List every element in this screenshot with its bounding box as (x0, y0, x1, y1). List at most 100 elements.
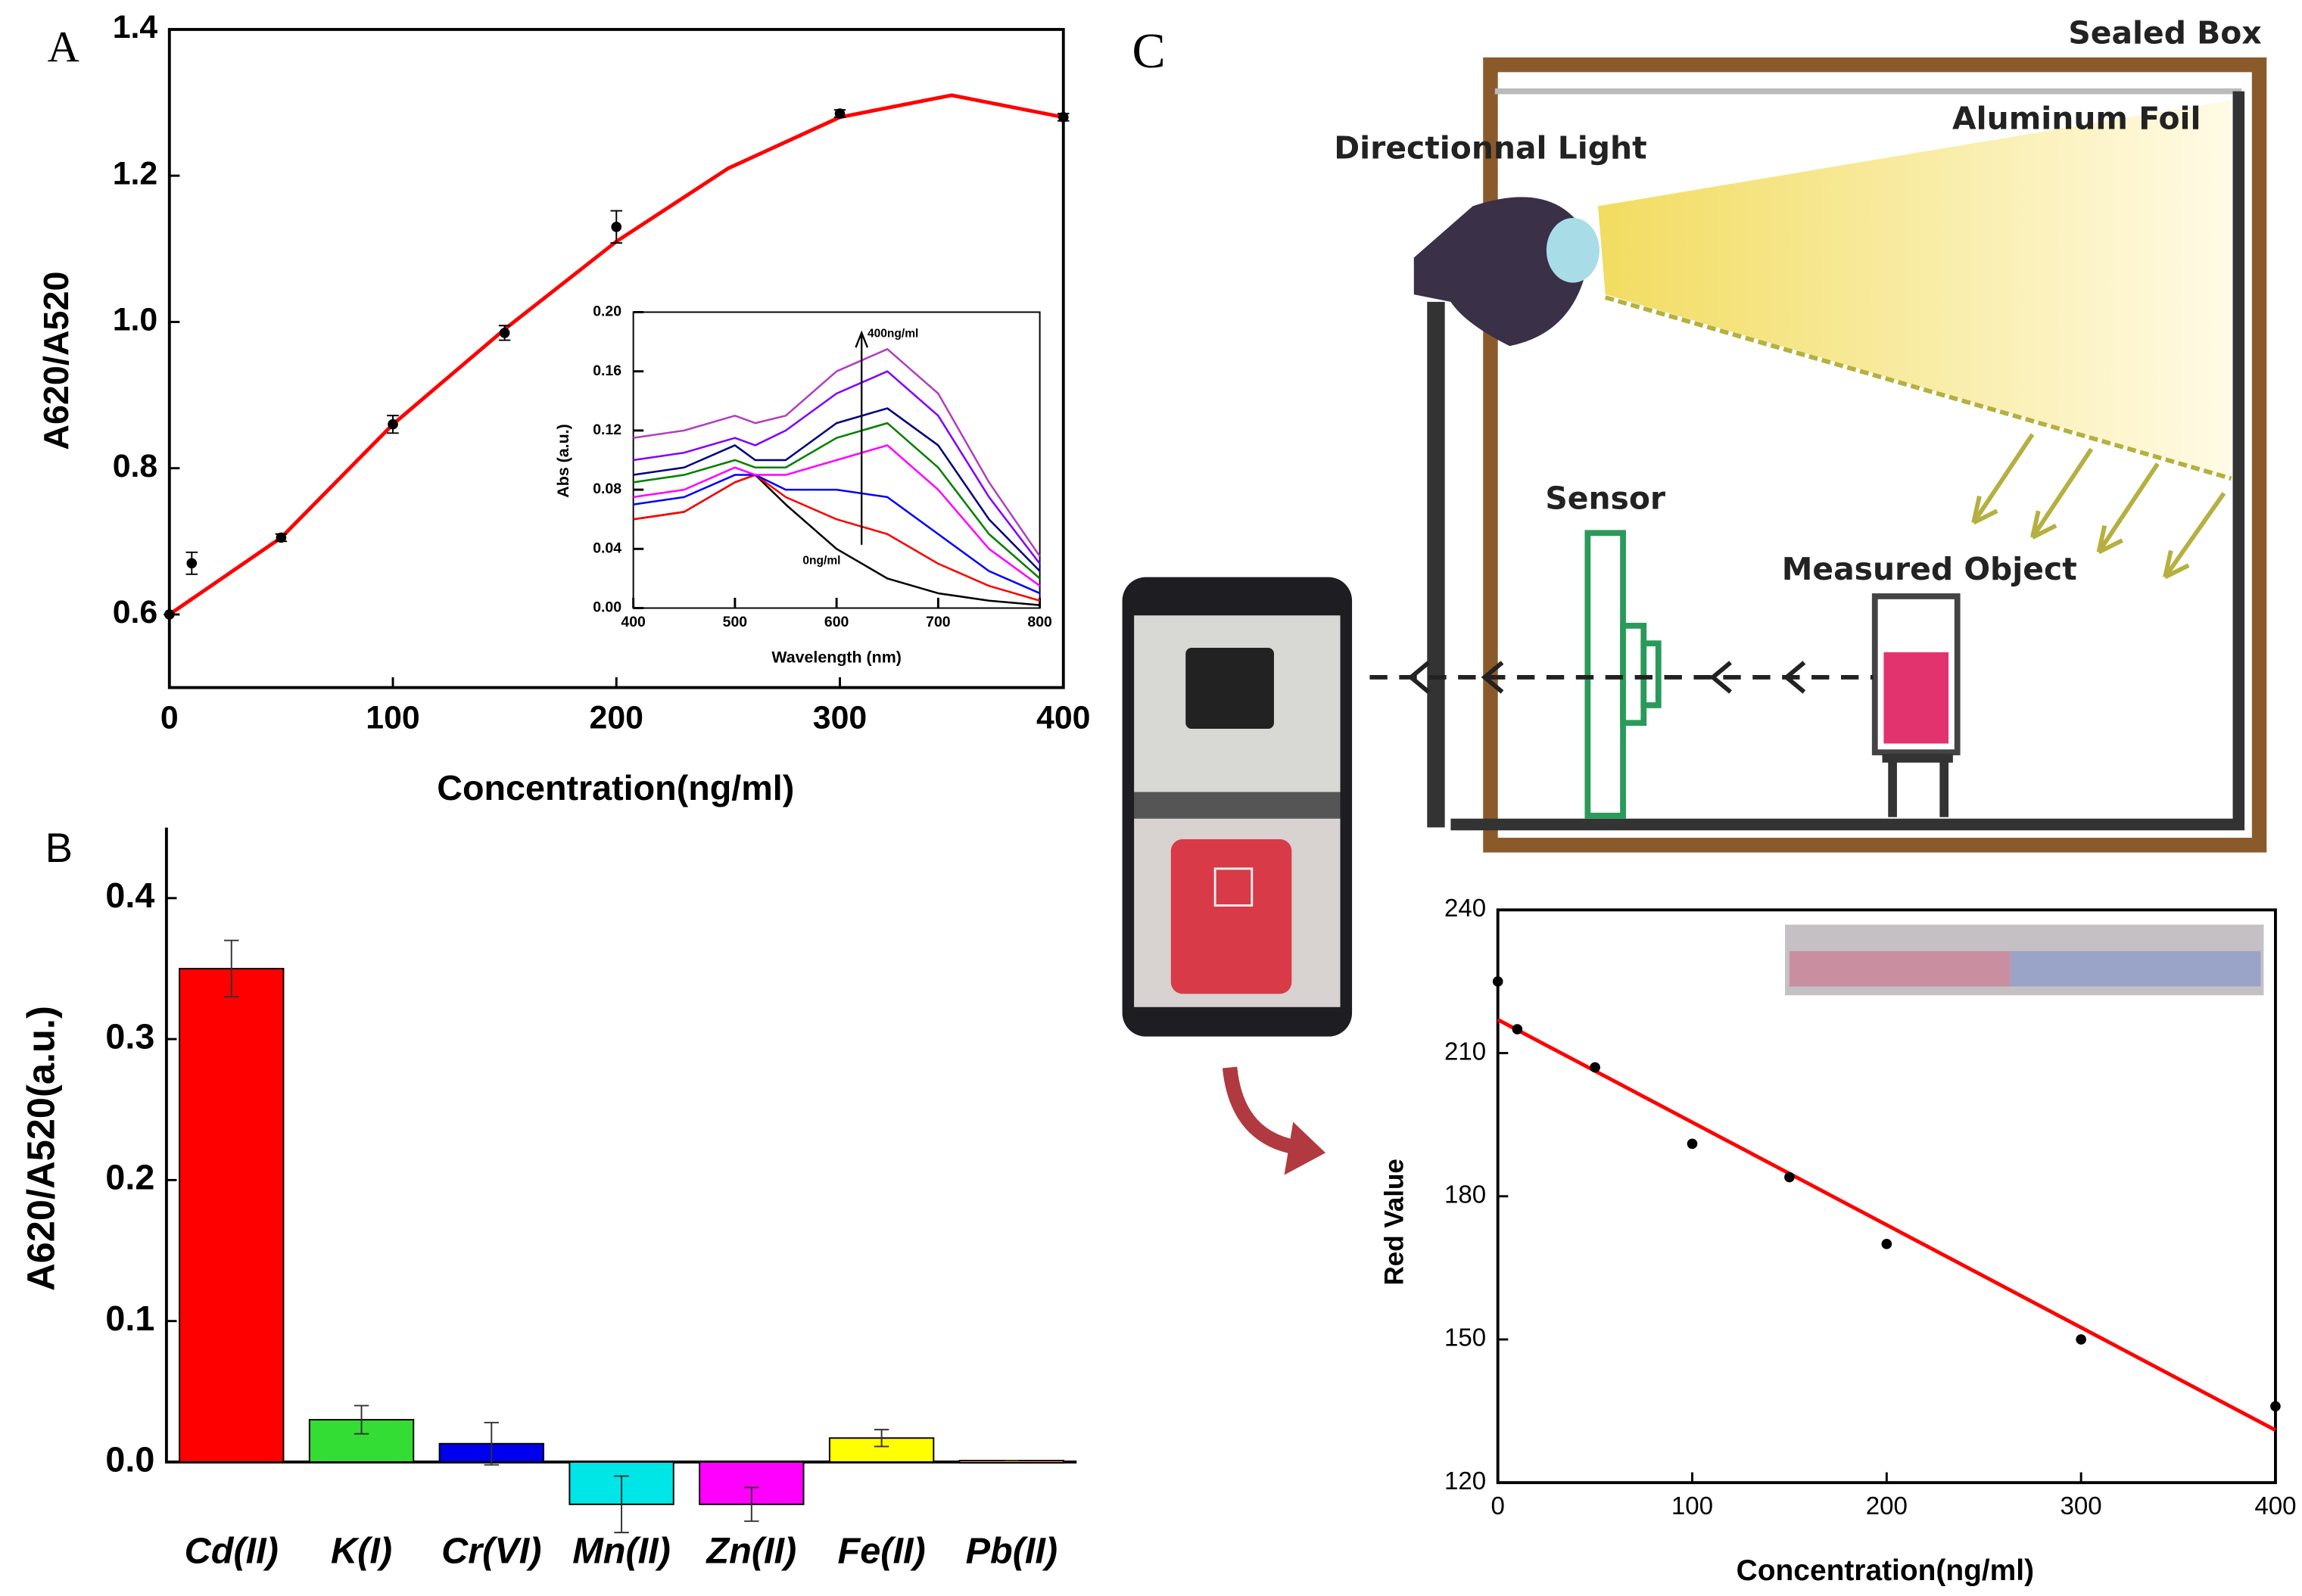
axes (164, 827, 1077, 1464)
axis-label: A620/A520 (36, 272, 76, 450)
data-point (1881, 1239, 1892, 1249)
axis-label: A (48, 22, 79, 71)
strip-red (1789, 950, 2011, 987)
x-tick-label: 100 (1671, 1492, 1713, 1520)
axis-label: Wavelength (nm) (771, 648, 902, 666)
annotation: 400ng/ml (868, 328, 918, 341)
spectrum-line (633, 474, 1040, 602)
x-tick-label: 400 (621, 614, 646, 630)
x-tick-label: 600 (824, 614, 849, 630)
data-point (499, 328, 510, 338)
light-arrows (1971, 433, 2226, 580)
x-tick-label: 0 (160, 700, 179, 736)
data-point (2076, 1334, 2086, 1345)
error-bar (224, 939, 239, 998)
spectrum-line (633, 422, 1041, 580)
error-bar (614, 1475, 629, 1534)
data-point (1590, 1062, 1600, 1073)
data-point (1512, 1024, 1523, 1034)
light-beam (1597, 100, 2232, 479)
data-point (834, 108, 846, 119)
x-tick-label: K(I) (331, 1530, 392, 1571)
roi-box (1213, 867, 1254, 907)
vial-liquid (1883, 652, 1949, 744)
x-tick-label: Cd(II) (185, 1530, 279, 1571)
y-tick-label: 180 (1444, 1181, 1486, 1209)
data-point (611, 222, 622, 232)
diagram: C Sealed Box Aluminum Foil Directionnal … (1122, 15, 2267, 1175)
sensor-lens (1620, 622, 1647, 726)
y-tick-label: 0.2 (105, 1158, 154, 1197)
box-wall (1483, 57, 2267, 853)
y-tick-label: 0.4 (105, 876, 154, 915)
axis-label: Concentration(ng/ml) (437, 768, 794, 807)
axis-label: Concentration(ng/ml) (1737, 1554, 2034, 1587)
x-tick-label: 400 (2254, 1492, 2296, 1520)
diagram-label: Sealed Box (2068, 15, 2261, 51)
y-tick-label: 240 (1444, 894, 1486, 922)
error-bar (874, 1429, 889, 1448)
lamp-bulb (1546, 217, 1600, 283)
y-tick-label: 150 (1444, 1324, 1486, 1352)
plot-frame (1496, 908, 2277, 1485)
y-tick-label: 0.6 (113, 594, 158, 630)
sensor (1584, 530, 1626, 819)
y-tick-label: 0.00 (593, 599, 621, 616)
lamp (1413, 197, 1591, 347)
data-point (1687, 1138, 1698, 1150)
x-tick-label: 800 (1027, 614, 1052, 630)
spectrum-line (633, 444, 1041, 587)
phone-vial (1170, 838, 1292, 994)
y-tick-label: 0.12 (593, 422, 621, 438)
x-tick-label: 100 (366, 700, 419, 736)
y-tick-label: 0.1 (105, 1299, 154, 1338)
sensor-tip (1640, 640, 1662, 708)
data-point (1492, 976, 1503, 987)
axis-label: Abs (a.u.) (554, 424, 572, 497)
y-tick-label: 1.0 (113, 302, 158, 338)
spectrum-line (633, 407, 1041, 572)
axis-label: B (45, 825, 73, 871)
data-point (2270, 1401, 2281, 1412)
annotation: 0ng/ml (802, 554, 840, 567)
axis-label: Red Value (1380, 1159, 1410, 1285)
y-tick-label: 0.08 (593, 481, 621, 497)
data-point (1784, 1171, 1795, 1183)
y-tick-label: 0.20 (593, 303, 621, 320)
curved-arrow (1222, 1066, 1305, 1156)
y-tick-label: 120 (1444, 1467, 1486, 1495)
y-tick-label: 1.4 (113, 9, 158, 45)
y-tick-label: 0.16 (593, 362, 621, 379)
x-tick-label: 300 (2061, 1492, 2102, 1520)
y-tick-label: 0.04 (593, 540, 621, 556)
x-tick-label: Cr(VI) (441, 1530, 541, 1571)
spectrum-line (633, 474, 1041, 595)
data-point (1058, 112, 1069, 123)
data-point (186, 558, 198, 569)
diagram-label: Aluminum Foil (1952, 101, 2201, 137)
x-tick-label: Fe(II) (838, 1530, 926, 1571)
x-tick-label: Pb(II) (966, 1530, 1058, 1571)
strip-blue (2010, 950, 2261, 987)
data-point (388, 418, 398, 430)
vial-stand (1882, 754, 1953, 817)
vial-cap (1185, 648, 1274, 730)
error-bar (354, 1405, 369, 1435)
x-tick-label: 200 (1866, 1492, 1908, 1520)
x-tick-label: 700 (926, 614, 951, 630)
diagram-label: Directionnal Light (1334, 129, 1646, 166)
data-point (276, 532, 287, 543)
annotation-arrow (855, 330, 869, 545)
y-tick-label: 0.3 (105, 1016, 154, 1056)
x-tick-label: 300 (813, 700, 867, 736)
y-tick-label: 0.0 (105, 1439, 154, 1479)
x-tick-label: 200 (590, 700, 643, 736)
foil-edge (1604, 295, 2232, 481)
panel-label: C (1132, 23, 1166, 79)
spectrum-line (633, 348, 1041, 557)
x-tick-label: 400 (1036, 700, 1090, 736)
inner-wall (1450, 91, 2245, 831)
axis-label: A620/A520(a.u.) (20, 1006, 63, 1291)
